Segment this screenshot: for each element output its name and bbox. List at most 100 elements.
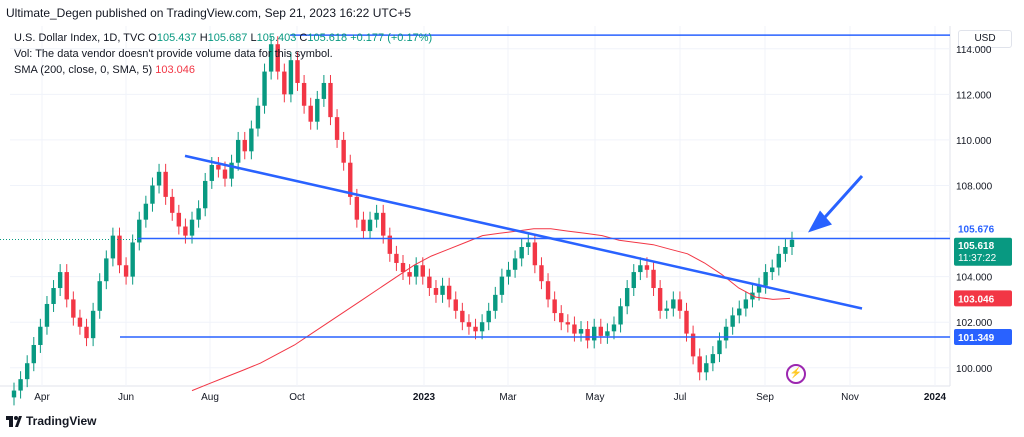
candle-body-46 <box>315 98 320 122</box>
currency-button[interactable]: USD <box>958 30 1012 48</box>
x-tick-label-8: Sep <box>756 392 774 403</box>
candle-body-41 <box>282 71 287 95</box>
candle-body-40 <box>275 44 280 72</box>
descending-trendline <box>184 154 863 310</box>
candle-body-112 <box>750 292 755 300</box>
candle-body-95 <box>638 265 643 273</box>
candle-body-72 <box>486 310 491 323</box>
candle-body-29 <box>203 180 208 209</box>
candle-body-59 <box>400 262 406 273</box>
candle-body-50 <box>341 139 346 163</box>
price-tag-support: 101.349 <box>958 333 995 344</box>
x-tick-label-6: May <box>586 392 605 403</box>
candle-body-86 <box>578 329 584 334</box>
y-tick-label-3: 108.000 <box>956 181 993 192</box>
flash-icon[interactable]: ⚡ <box>786 364 806 384</box>
x-tick-label-2: Aug <box>201 392 219 403</box>
candle-body-81 <box>545 281 551 300</box>
publisher-text: Ultimate_Degen published on TradingView.… <box>6 6 412 20</box>
candle-body-3 <box>31 344 36 364</box>
candle-body-21 <box>150 185 155 204</box>
candle-body-113 <box>756 285 762 293</box>
legend-ohlc-row: U.S. Dollar Index, 1D, TVC O105.437 H105… <box>14 30 432 46</box>
legend-vol-note: Vol: The data vendor doesn't provide vol… <box>14 48 333 60</box>
x-tick-label-4: 2023 <box>413 392 436 403</box>
candle-body-101 <box>677 299 683 311</box>
y-tick-label-2: 110.000 <box>956 136 992 147</box>
price-chart[interactable]: 114.000112.000110.000108.000106.000104.0… <box>0 26 1024 411</box>
candle-body-96 <box>644 265 650 270</box>
price-tag-sma: 103.046 <box>958 294 995 305</box>
candle-body-38 <box>262 71 267 106</box>
candle-body-42 <box>288 60 294 95</box>
candle-body-110 <box>737 308 742 316</box>
candle-body-4 <box>38 326 43 345</box>
candle-body-84 <box>565 322 571 325</box>
candle-body-31 <box>216 164 221 170</box>
price-tag-close-bg <box>954 237 1012 266</box>
candle-body-26 <box>183 226 188 236</box>
candle-body-24 <box>170 196 175 213</box>
candle-body-48 <box>328 82 333 118</box>
y-tick-label-1: 112.000 <box>956 90 992 101</box>
candle-body-60 <box>407 272 412 277</box>
price-tag-sma-bg <box>954 290 1012 307</box>
candle-body-62 <box>420 265 425 277</box>
price-tag-close: 105.618 <box>958 241 995 252</box>
chart-legend: U.S. Dollar Index, 1D, TVC O105.437 H105… <box>14 30 432 78</box>
candle-body-76 <box>512 258 518 270</box>
candle-body-106 <box>710 354 716 364</box>
candle-body-51 <box>348 162 353 197</box>
candle-body-44 <box>301 82 307 106</box>
candle-body-7 <box>57 272 63 289</box>
y-tick-label-6: 102.000 <box>956 318 993 329</box>
candle-body-105 <box>704 363 709 373</box>
candle-body-25 <box>176 212 182 227</box>
footer: TradingView <box>6 413 96 429</box>
candle-body-75 <box>506 269 511 277</box>
candle-body-80 <box>539 265 544 282</box>
price-tag-last-high-bg <box>954 220 1012 237</box>
tradingview-logo-icon <box>6 416 22 427</box>
y-tick-label-5: 104.000 <box>956 273 993 284</box>
candle-body-57 <box>387 235 393 254</box>
price-tag-countdown: 11:37:22 <box>958 253 997 264</box>
sma-200-line <box>191 228 791 392</box>
candle-body-23 <box>163 171 168 197</box>
candle-body-118 <box>789 239 795 248</box>
candle-body-100 <box>671 299 676 309</box>
candle-body-27 <box>189 219 195 236</box>
candle-body-47 <box>321 82 327 99</box>
candle-body-18 <box>130 242 135 277</box>
candle-body-30 <box>209 164 214 181</box>
candle-body-109 <box>730 315 735 327</box>
candle-body-68 <box>460 310 465 323</box>
candle-body-39 <box>268 44 274 72</box>
legend-c-label: C <box>299 32 308 44</box>
candle-body-56 <box>381 212 386 236</box>
legend-l-value: 105.403 <box>256 32 297 44</box>
legend-o-value: 105.437 <box>156 32 197 44</box>
candle-body-111 <box>743 299 749 309</box>
candle-body-82 <box>552 299 557 314</box>
candle-body-69 <box>466 322 472 327</box>
candle-body-64 <box>433 288 439 295</box>
candle-body-19 <box>137 219 142 243</box>
candle-body-54 <box>367 219 373 232</box>
candle-body-0 <box>11 390 17 398</box>
legend-h-value: 105.687 <box>207 32 248 44</box>
price-tag-support-bg <box>954 329 1012 346</box>
x-tick-label-7: Jul <box>674 392 687 403</box>
legend-c-value: 105.618 <box>307 32 348 44</box>
legend-symbol[interactable]: U.S. Dollar Index, 1D, TVC <box>14 32 146 44</box>
legend-h-label: H <box>199 32 208 44</box>
candle-body-71 <box>479 322 485 332</box>
candle-body-63 <box>427 276 432 289</box>
legend-sma-row: SMA (200, close, 0, SMA, 5) 103.046 <box>14 62 432 78</box>
candle-body-103 <box>690 333 696 357</box>
candle-body-34 <box>235 139 241 163</box>
candle-body-98 <box>657 288 663 311</box>
x-tick-label-5: Mar <box>499 392 517 403</box>
price-tag-last-high: 105.676 <box>958 224 995 235</box>
legend-sma-label[interactable]: SMA (200, close, 0, SMA, 5) <box>14 64 153 76</box>
